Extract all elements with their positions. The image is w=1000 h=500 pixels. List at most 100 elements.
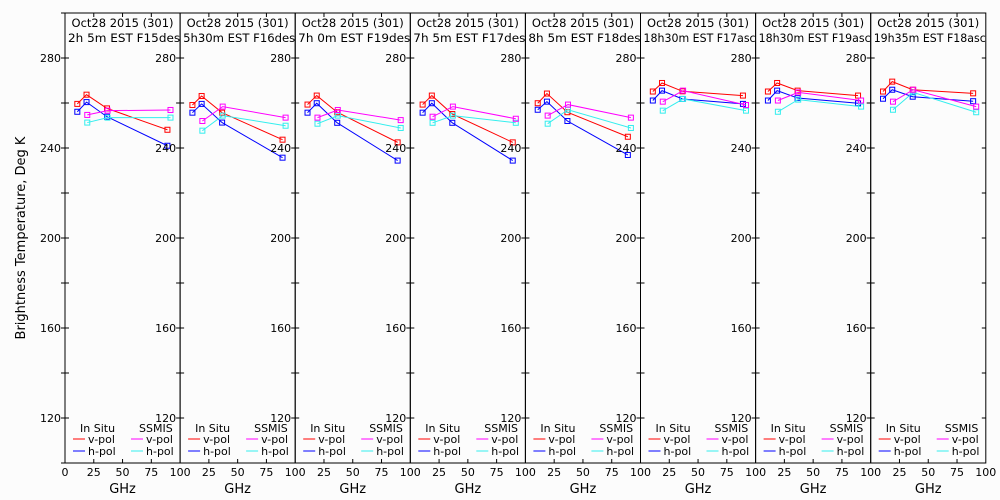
data-point-insitu_h	[428, 100, 435, 107]
x-tick-label: 25	[317, 466, 331, 479]
data-point-insitu_h	[164, 142, 171, 149]
legend-label-ssmis_v: v-pol	[952, 433, 979, 446]
data-point-ssmis_h	[742, 107, 749, 114]
x-tick-label: 0	[62, 466, 69, 479]
data-point-insitu_v	[279, 136, 286, 143]
series-line-ssmis_v	[317, 109, 401, 121]
legend-label-ssmis_v: v-pol	[606, 433, 633, 446]
legend-title-ssmis: SSMIS	[715, 422, 749, 435]
x-tick-label: 100	[745, 466, 766, 479]
series-line-ssmis_v	[777, 91, 862, 102]
data-point-ssmis_v	[564, 101, 571, 108]
legend-title-ssmis: SSMIS	[945, 422, 979, 435]
legend-label-ssmis_v: v-pol	[722, 433, 749, 446]
y-tick-label: 160	[155, 322, 176, 335]
x-axis-label: GHz	[224, 482, 251, 497]
y-tick-label: 120	[270, 412, 291, 425]
x-tick-label: 25	[202, 466, 216, 479]
data-point-ssmis_v	[167, 106, 174, 113]
y-tick-label: 240	[500, 142, 521, 155]
data-point-insitu_v	[313, 92, 320, 99]
data-point-insitu_h	[564, 118, 571, 124]
data-point-insitu_v	[649, 88, 656, 95]
x-tick-label: 75	[605, 466, 619, 479]
y-tick-label: 120	[385, 412, 406, 425]
data-point-ssmis_h	[858, 103, 865, 110]
series-line-ssmis_v	[892, 89, 977, 108]
legend-label-ssmis_h: h-pol	[261, 445, 289, 458]
y-tick-label: 240	[731, 142, 752, 155]
y-tick-label: 120	[155, 412, 176, 425]
legend-title-insitu: In Situ	[310, 422, 345, 435]
data-point-insitu_v	[855, 92, 862, 99]
y-tick-label: 240	[846, 142, 867, 155]
legend-label-insitu_h: h-pol	[203, 445, 231, 458]
data-point-insitu_v	[419, 101, 426, 108]
series-line-ssmis_h	[547, 109, 632, 129]
data-point-ssmis_v	[84, 111, 91, 118]
x-axis-label: GHz	[800, 482, 827, 497]
data-point-ssmis_h	[104, 114, 111, 121]
data-point-ssmis_h	[795, 96, 802, 103]
y-tick-label: 200	[155, 232, 176, 245]
legend-label-insitu_h: h-pol	[664, 445, 692, 458]
x-tick-label: 75	[950, 466, 964, 479]
data-point-ssmis_v	[973, 103, 980, 110]
data-point-ssmis_h	[429, 119, 436, 126]
data-point-insitu_v	[774, 79, 781, 86]
x-tick-label: 75	[835, 466, 849, 479]
data-point-ssmis_h	[397, 124, 404, 131]
legend-label-ssmis_h: h-pol	[837, 445, 865, 458]
data-point-ssmis_v	[910, 86, 917, 93]
data-point-ssmis_v	[742, 102, 749, 109]
y-tick-label: 160	[846, 322, 867, 335]
data-point-ssmis_v	[449, 103, 456, 110]
data-point-insitu_v	[764, 88, 771, 95]
series-line-ssmis_v	[547, 104, 631, 119]
data-point-ssmis_v	[429, 113, 436, 120]
panel-title-time: 8h 5m EST F18des	[528, 31, 640, 45]
x-tick-label: 50	[231, 466, 245, 479]
legend-title-insitu: In Situ	[771, 422, 806, 435]
x-tick-label: 75	[490, 466, 504, 479]
data-point-insitu_h	[449, 119, 456, 126]
x-axis-label: GHz	[109, 482, 136, 497]
y-tick-label: 200	[270, 232, 291, 245]
data-point-ssmis_h	[774, 108, 781, 115]
y-tick-label: 200	[500, 232, 521, 245]
x-axis-label: GHz	[570, 482, 597, 497]
series-line-ssmis_v	[432, 106, 516, 120]
data-point-insitu_h	[189, 109, 196, 116]
panel-title-date: Oct28 2015 (301)	[187, 16, 289, 30]
x-tick-label: 75	[720, 466, 734, 479]
y-tick-label: 280	[40, 52, 61, 65]
series-line-ssmis_v	[87, 109, 171, 116]
data-point-insitu_h	[219, 119, 226, 126]
data-point-insitu_h	[279, 154, 286, 161]
panel-title-date: Oct28 2015 (301)	[72, 16, 174, 30]
y-tick-label: 200	[731, 232, 752, 245]
series-line-ssmis_h	[87, 117, 171, 124]
y-tick-label: 280	[731, 52, 752, 65]
x-tick-label: 25	[87, 466, 101, 479]
data-point-ssmis_v	[889, 98, 896, 105]
data-point-insitu_h	[764, 97, 771, 104]
x-tick-label: 100	[170, 466, 191, 479]
data-point-ssmis_v	[104, 107, 111, 114]
data-point-ssmis_h	[282, 122, 289, 129]
data-point-insitu_v	[509, 139, 516, 146]
legend-label-ssmis_h: h-pol	[146, 445, 174, 458]
data-point-insitu_h	[543, 98, 550, 105]
x-axis-label: GHz	[339, 482, 366, 497]
data-point-insitu_h	[419, 109, 426, 116]
x-tick-label: 50	[691, 466, 705, 479]
y-tick-label: 240	[40, 142, 61, 155]
y-axis-label: Brightness Temperature, Deg K	[14, 136, 29, 339]
y-tick-label: 280	[616, 52, 637, 65]
series-line-ssmis_h	[777, 99, 862, 113]
data-point-ssmis_v	[282, 114, 289, 121]
data-point-insitu_v	[304, 101, 311, 108]
legend-title-insitu: In Situ	[80, 422, 115, 435]
